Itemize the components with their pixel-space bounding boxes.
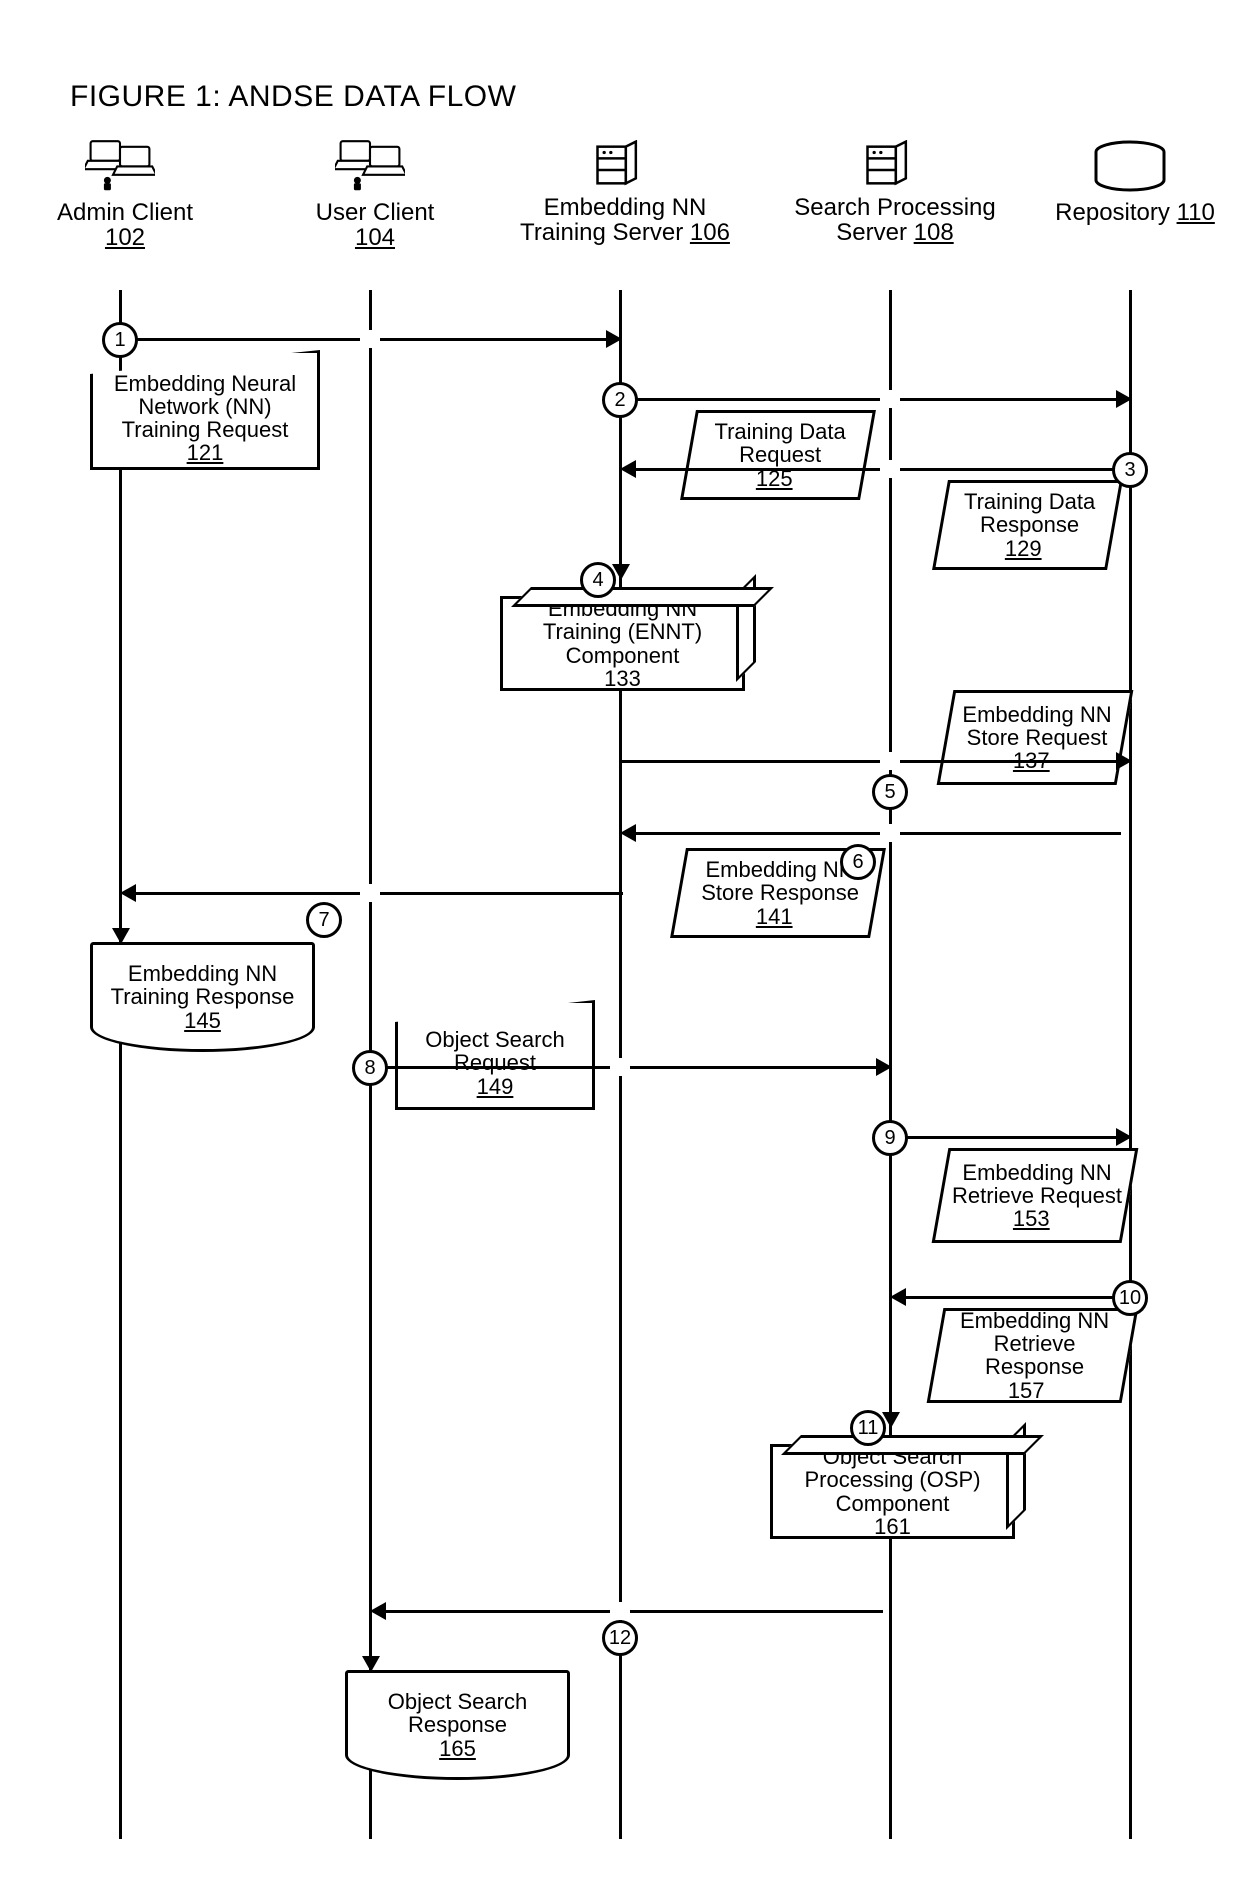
- lane-label-ref: 108: [914, 219, 954, 246]
- msg-ref: 161: [874, 1515, 911, 1538]
- arrow-12: [385, 1610, 883, 1613]
- lifeline-gap: [880, 824, 900, 842]
- step-circle-2: 2: [602, 382, 638, 418]
- msg-text: Object Search Response: [354, 1690, 561, 1736]
- lane-label-user: User Client 104: [305, 200, 445, 250]
- arrowhead-8: [876, 1058, 892, 1076]
- lane-label-ref: 110: [1177, 199, 1215, 226]
- arrow-3: [635, 468, 1121, 471]
- arrowhead-1: [606, 330, 622, 348]
- msg-nn-store-request: Embedding NN Store Request 137: [937, 690, 1134, 785]
- lifeline-admin: [119, 290, 122, 1839]
- lifeline-gap: [880, 390, 900, 408]
- lane-label-search: Search Processing Server 108: [790, 195, 1000, 245]
- lifeline-gap: [360, 884, 380, 902]
- step-circle-5: 5: [872, 774, 908, 810]
- step-circle-12: 12: [602, 1620, 638, 1656]
- user-client-icon: [335, 135, 405, 195]
- msg-object-search-response: Object Search Response 165: [345, 1670, 570, 1780]
- step-circle-3: 3: [1112, 452, 1148, 488]
- arrowhead-7: [120, 884, 136, 902]
- lane-label-train: Embedding NN Training Server 106: [510, 195, 740, 245]
- step-circle-10: 10: [1112, 1280, 1148, 1316]
- msg-text: Embedding NN Retrieve Request: [951, 1161, 1123, 1207]
- lifeline-gap: [880, 460, 900, 478]
- arrow-6: [635, 832, 1121, 835]
- lane-label-text: Repository: [1055, 199, 1170, 226]
- msg-nn-training-response: Embedding NN Training Response 145: [90, 942, 315, 1052]
- arrowhead-10: [890, 1288, 906, 1306]
- msg-text: Training Data Request: [699, 420, 861, 466]
- arrow-3to4: [619, 468, 622, 568]
- msg-text: Embedding NN Store Request: [956, 703, 1118, 749]
- repository-icon: [1090, 140, 1170, 195]
- arrowhead-3: [620, 460, 636, 478]
- search-server-icon: [860, 140, 915, 190]
- msg-ref: 129: [1005, 537, 1042, 560]
- step-circle-9: 9: [872, 1120, 908, 1156]
- step-circle-8: 8: [352, 1050, 388, 1086]
- lane-label-text: Search Processing Server: [794, 194, 995, 246]
- diagram-stage: FIGURE 1: ANDSE DATA FLOW: [0, 0, 1240, 1899]
- step-circle-1: 1: [102, 322, 138, 358]
- arrowhead-6: [620, 824, 636, 842]
- step-circle-7: 7: [306, 902, 342, 938]
- step-circle-4: 4: [580, 562, 616, 598]
- step-circle-11: 11: [850, 1410, 886, 1446]
- arrowhead-7down: [112, 928, 130, 944]
- arrow-5: [622, 760, 1120, 763]
- msg-text: Embedding Neural Network (NN) Training R…: [99, 372, 311, 441]
- training-server-icon: [590, 140, 645, 190]
- lifeline-gap: [610, 1602, 630, 1620]
- arrow-2: [622, 398, 1120, 401]
- msg-text: Embedding NN Training (ENNT) Component: [509, 597, 736, 666]
- lane-label-ref: 104: [355, 224, 395, 251]
- msg-ennt-component: Embedding NN Training (ENNT) Component 1…: [500, 596, 745, 691]
- msg-text: Embedding NN Retrieve Response: [946, 1309, 1123, 1378]
- msg-nn-training-request: Embedding Neural Network (NN) Training R…: [90, 350, 320, 470]
- lifeline-gap: [360, 330, 380, 348]
- msg-ref: 165: [439, 1737, 476, 1760]
- msg-text: Training Data Response: [951, 490, 1108, 536]
- msg-ref: 141: [756, 905, 793, 928]
- msg-training-data-request: Training Data Request 125: [680, 410, 876, 500]
- msg-ref: 133: [604, 667, 641, 690]
- lane-label-text: Embedding NN Training Server: [520, 194, 706, 246]
- lifeline-gap: [610, 1058, 630, 1076]
- msg-training-data-response: Training Data Response 129: [932, 480, 1123, 570]
- lane-label-repo: Repository 110: [1055, 200, 1215, 225]
- lane-label-ref: 102: [105, 224, 145, 251]
- arrowhead-9: [1116, 1128, 1132, 1146]
- arrowhead-12down: [362, 1656, 380, 1672]
- msg-text: Embedding NN Training Response: [99, 962, 306, 1008]
- arrow-9: [892, 1136, 1120, 1139]
- msg-ref: 145: [184, 1009, 221, 1032]
- lane-label-admin: Admin Client 102: [55, 200, 195, 250]
- arrow-10down: [889, 1296, 892, 1416]
- lifeline-repo: [1129, 290, 1132, 1839]
- lifeline-gap: [880, 752, 900, 770]
- msg-nn-retrieve-request: Embedding NN Retrieve Request 153: [932, 1148, 1139, 1243]
- msg-ref: 149: [477, 1075, 514, 1098]
- lane-label-ref: 106: [690, 219, 730, 246]
- figure-title: FIGURE 1: ANDSE DATA FLOW: [70, 80, 516, 114]
- msg-nn-retrieve-response: Embedding NN Retrieve Response 157: [927, 1308, 1139, 1403]
- arrow-10: [905, 1296, 1121, 1299]
- msg-osp-component: Object Search Processing (OSP) Component…: [770, 1444, 1015, 1539]
- msg-ref: 121: [187, 441, 224, 464]
- arrowhead-5: [1116, 752, 1132, 770]
- admin-client-icon: [85, 135, 155, 195]
- step-circle-6: 6: [840, 844, 876, 880]
- msg-object-search-request: Object Search Request 149: [395, 1000, 595, 1110]
- msg-ref: 153: [1013, 1207, 1050, 1230]
- lane-label-text: Admin Client: [57, 199, 193, 226]
- msg-ref: 157: [1008, 1379, 1045, 1402]
- lane-label-text: User Client: [316, 199, 435, 226]
- arrowhead-2: [1116, 390, 1132, 408]
- msg-text: Object Search Processing (OSP) Component: [779, 1445, 1006, 1514]
- arrowhead-12: [370, 1602, 386, 1620]
